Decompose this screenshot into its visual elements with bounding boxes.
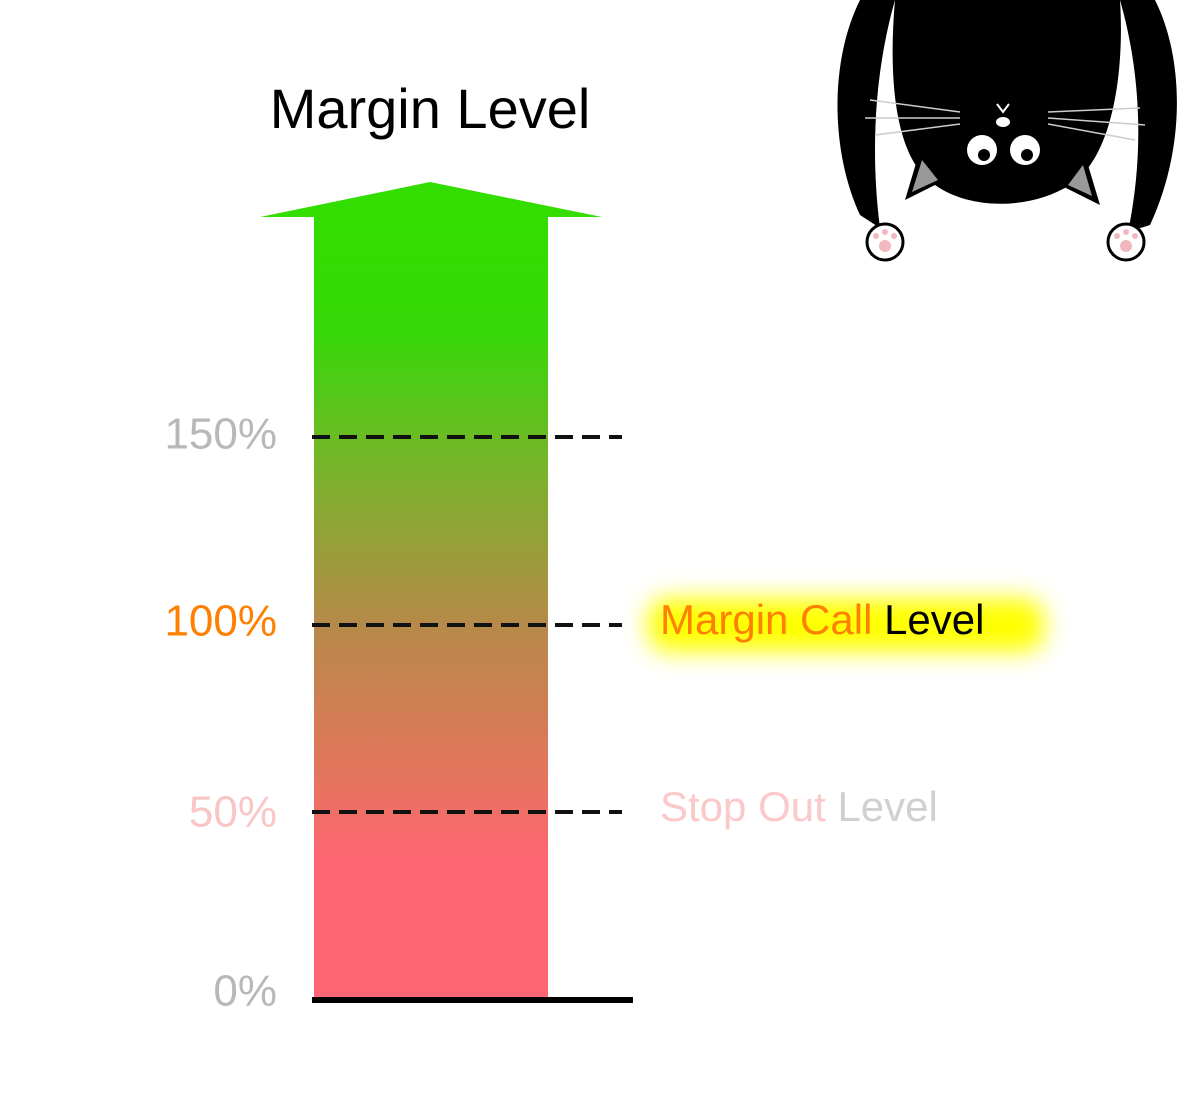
- level-label: 150%: [164, 410, 277, 459]
- level-label: 100%: [164, 597, 277, 646]
- stop-out-rest: Level: [837, 783, 937, 830]
- arrow-head: [260, 182, 602, 217]
- arrow-shaft: [314, 215, 548, 1000]
- stop-out-label: Stop Out Level: [660, 783, 938, 830]
- cat-illustration: [837, 0, 1177, 262]
- margin-call-rest: Level: [884, 596, 984, 643]
- title: Margin Level: [270, 77, 591, 140]
- margin-call-highlight: Margin Call: [660, 596, 872, 643]
- stop-out-highlight: Stop Out: [660, 783, 826, 830]
- highlight-glow: [648, 598, 1044, 652]
- level-label: 50%: [189, 788, 277, 837]
- margin-call-label: Margin Call Level: [660, 596, 984, 643]
- level-label: 0%: [213, 967, 277, 1016]
